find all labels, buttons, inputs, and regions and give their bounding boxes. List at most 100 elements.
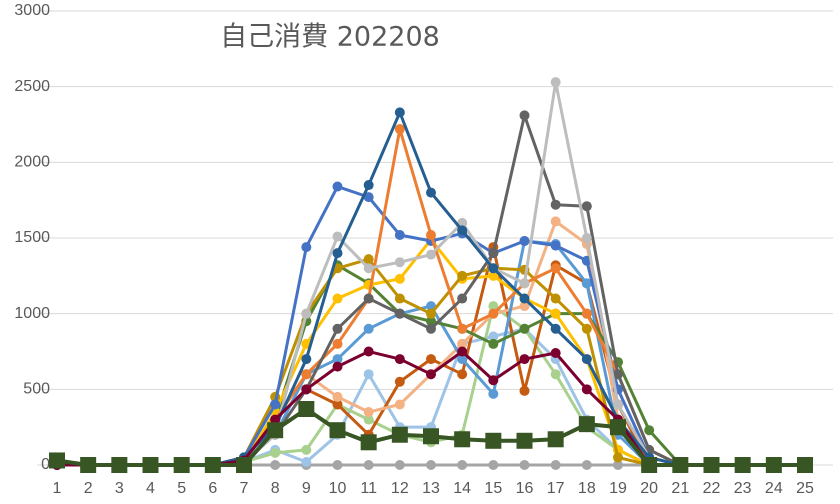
marker	[267, 422, 284, 439]
marker	[797, 457, 813, 473]
x-tick-label: 7	[240, 480, 249, 497]
marker	[363, 369, 374, 380]
x-tick-label: 13	[422, 480, 440, 497]
marker	[581, 278, 592, 289]
series	[49, 401, 813, 473]
marker	[519, 301, 530, 312]
marker	[363, 346, 374, 357]
x-tick-label: 6	[208, 480, 217, 497]
x-tick-label: 18	[578, 480, 596, 497]
marker	[426, 187, 436, 198]
marker	[581, 384, 592, 395]
marker	[457, 270, 468, 281]
marker	[111, 457, 128, 473]
marker	[457, 346, 468, 357]
marker	[332, 361, 343, 372]
marker	[270, 414, 281, 425]
marker	[363, 192, 374, 203]
marker	[426, 369, 436, 380]
marker	[519, 323, 530, 334]
marker	[519, 385, 530, 396]
marker	[301, 456, 312, 467]
marker	[519, 293, 530, 304]
marker	[332, 293, 343, 304]
marker	[581, 323, 592, 334]
marker	[610, 419, 626, 436]
marker	[581, 308, 592, 319]
marker	[426, 308, 436, 319]
marker	[581, 354, 592, 365]
marker	[270, 447, 281, 458]
marker	[394, 124, 405, 135]
marker	[363, 323, 374, 334]
marker	[550, 323, 561, 334]
x-tick-label: 4	[146, 480, 155, 497]
marker	[457, 293, 468, 304]
marker	[270, 399, 281, 410]
x-tick-label: 15	[484, 480, 502, 497]
x-tick-label: 9	[302, 480, 311, 497]
marker	[236, 457, 252, 473]
x-tick-label: 22	[703, 480, 721, 497]
marker	[613, 399, 623, 410]
marker	[426, 229, 436, 240]
marker	[457, 354, 468, 365]
marker	[301, 308, 312, 319]
marker	[519, 110, 530, 121]
marker	[488, 331, 499, 342]
x-tick-label: 23	[734, 480, 752, 497]
marker	[550, 369, 561, 380]
marker	[581, 201, 592, 212]
marker	[301, 444, 312, 455]
marker	[550, 240, 561, 251]
x-tick-label: 19	[609, 480, 627, 497]
marker	[519, 236, 530, 247]
x-tick-label: 2	[84, 480, 93, 497]
x-tick-label: 8	[271, 480, 280, 497]
marker	[329, 422, 346, 439]
marker	[301, 384, 312, 395]
marker	[394, 308, 405, 319]
x-tick-label: 3	[115, 480, 124, 497]
x-tick-label: 16	[516, 480, 534, 497]
y-tick-label: 2500	[14, 78, 50, 95]
marker	[703, 457, 720, 473]
marker	[426, 460, 436, 470]
y-tick-label: 500	[23, 381, 50, 398]
marker	[550, 308, 561, 319]
marker	[644, 425, 655, 436]
marker	[550, 77, 561, 88]
marker	[332, 248, 343, 259]
marker	[301, 354, 312, 365]
y-tick-label: 1500	[14, 229, 50, 246]
marker	[550, 199, 561, 210]
marker	[550, 263, 561, 274]
marker	[332, 338, 343, 349]
marker	[488, 460, 499, 470]
marker	[550, 216, 561, 227]
marker	[391, 426, 408, 443]
marker	[457, 460, 468, 470]
marker	[488, 388, 499, 399]
marker	[394, 460, 405, 470]
marker	[426, 316, 436, 327]
marker	[204, 457, 221, 473]
marker	[394, 354, 405, 365]
marker	[485, 432, 502, 449]
marker	[454, 431, 471, 448]
marker	[488, 263, 499, 274]
marker	[519, 460, 530, 470]
x-tick-label: 11	[360, 480, 377, 497]
x-tick-label: 12	[391, 480, 409, 497]
marker	[488, 248, 499, 259]
marker	[360, 434, 377, 451]
marker	[173, 457, 190, 473]
marker	[550, 293, 561, 304]
marker	[394, 293, 405, 304]
marker	[394, 273, 405, 284]
marker	[457, 225, 468, 236]
marker	[519, 354, 530, 365]
marker	[488, 308, 499, 319]
marker	[765, 457, 782, 473]
